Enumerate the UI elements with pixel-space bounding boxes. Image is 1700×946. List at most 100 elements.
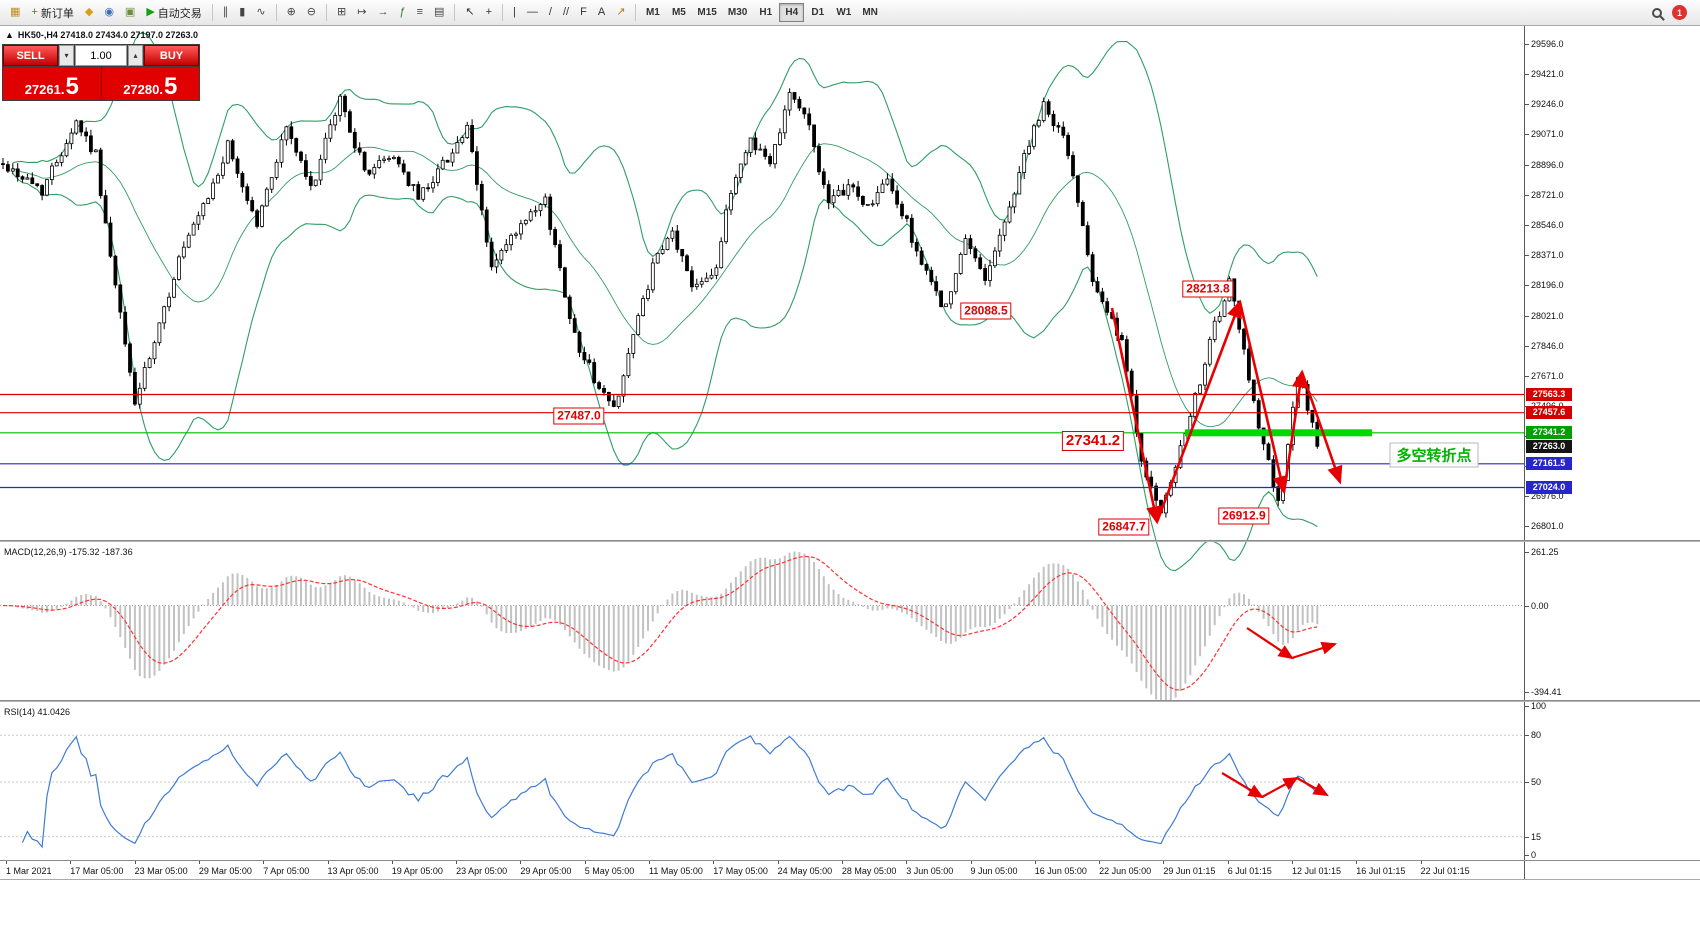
timeframe-w1-button[interactable]: W1 bbox=[836, 7, 852, 18]
volume-up-button[interactable]: ▴ bbox=[128, 45, 143, 66]
timeframe-h4-button[interactable]: H4 bbox=[779, 3, 805, 22]
notification-badge[interactable]: 1 bbox=[1672, 5, 1687, 20]
zoom-in-icon[interactable]: ⊕ bbox=[282, 2, 301, 23]
chart-window-icon[interactable]: ▦ bbox=[5, 2, 25, 23]
zoom-out-icon[interactable]: ⊖ bbox=[302, 2, 321, 23]
price-tag: 27457.6 bbox=[1526, 406, 1572, 420]
price-annotation[interactable]: 28088.5 bbox=[960, 302, 1012, 320]
price-scale-label: 28546.0 bbox=[1531, 220, 1564, 230]
candlestick-mode-icon[interactable]: ▮ bbox=[234, 2, 250, 23]
sell-button[interactable]: SELL bbox=[3, 45, 58, 66]
trendline-icon[interactable]: / bbox=[544, 2, 557, 23]
price-scale-tick bbox=[1525, 164, 1529, 166]
auto-scroll-icon[interactable]: ↦ bbox=[352, 2, 371, 23]
market-watch-icon[interactable]: ◉ bbox=[99, 2, 119, 23]
volume-input[interactable] bbox=[75, 45, 127, 66]
timeframe-group: M1 M5 M15 M30 H1 H4 D1 W1 MN bbox=[640, 3, 882, 22]
text-icon[interactable]: A bbox=[593, 2, 610, 23]
arrows-icon[interactable]: ↗ bbox=[611, 2, 630, 23]
price-annotation[interactable]: 26912.9 bbox=[1218, 507, 1270, 525]
rsi-line bbox=[21, 735, 1318, 849]
templates-icon-glyph: ▤ bbox=[434, 6, 445, 18]
zoom-out-icon-glyph: ⊖ bbox=[306, 6, 317, 18]
trend-arrows[interactable] bbox=[1110, 299, 1343, 799]
arrows-icon-glyph: ↗ bbox=[616, 6, 626, 18]
indicators-icon[interactable]: ƒ bbox=[394, 2, 410, 23]
buy-price-big-digit: 5 bbox=[163, 72, 178, 100]
time-label: 29 Apr 05:00 bbox=[520, 866, 572, 876]
objects-list-icon-glyph: ≡ bbox=[416, 6, 423, 18]
pane-separator-macd[interactable] bbox=[0, 540, 1700, 542]
timeframe-d1-button[interactable]: D1 bbox=[811, 7, 825, 18]
cursor-icon[interactable]: ↖ bbox=[460, 2, 479, 23]
sell-price-text: 27261. bbox=[24, 81, 65, 97]
time-label: 29 Jun 01:15 bbox=[1163, 866, 1216, 876]
crosshair-icon[interactable]: + bbox=[481, 2, 497, 23]
price-scale-label: 28196.0 bbox=[1531, 280, 1564, 291]
fibonacci-icon[interactable]: F bbox=[575, 2, 592, 23]
timeframe-m1-button[interactable]: M1 bbox=[645, 7, 660, 18]
trade-panel-controls: SELL ▾ ▴ BUY bbox=[3, 45, 199, 66]
sell-price[interactable]: 27261. 5 bbox=[3, 67, 102, 100]
price-scale-tick bbox=[1525, 194, 1529, 196]
time-label: 23 Mar 05:00 bbox=[134, 866, 188, 876]
price-scale-tick bbox=[1525, 134, 1529, 136]
price-scale-label: 29421.0 bbox=[1531, 69, 1564, 80]
time-label: 23 Apr 05:00 bbox=[456, 866, 508, 876]
timeframe-h1-button[interactable]: H1 bbox=[759, 7, 773, 18]
toolbar-separator bbox=[502, 4, 504, 21]
time-label: 6 Jul 01:15 bbox=[1227, 866, 1272, 876]
autotrading-button[interactable]: ▶ 自动交易 bbox=[141, 2, 206, 23]
price-scale-tick bbox=[1525, 525, 1529, 527]
price-scale-label: 27846.0 bbox=[1531, 340, 1564, 351]
price-scale[interactable]: 29596.0 29421.0 29246.0 29071.0 28896.0 28721… bbox=[1524, 26, 1700, 880]
price-annotation[interactable]: 27487.0 bbox=[553, 407, 605, 425]
data-window-icon[interactable]: ▣ bbox=[120, 2, 140, 23]
trade-panel-prices: 27261. 5 27280. 5 bbox=[3, 67, 199, 100]
timeframe-mn-button[interactable]: MN bbox=[862, 7, 878, 18]
turning-point-note[interactable]: 多空转折点 bbox=[1389, 442, 1479, 468]
metaeditor-icon[interactable]: ◆ bbox=[80, 2, 98, 23]
autotrading-button-label: 自动交易 bbox=[157, 7, 202, 20]
macd-scale-label: 261.25 bbox=[1531, 547, 1559, 557]
time-tick bbox=[70, 861, 72, 864]
time-label: 24 May 05:00 bbox=[777, 866, 833, 876]
tile-windows-icon[interactable]: ⊞ bbox=[332, 2, 351, 23]
price-scale-label: 29246.0 bbox=[1531, 99, 1564, 110]
templates-icon[interactable]: ▤ bbox=[429, 2, 449, 23]
toolbar-separator bbox=[326, 4, 328, 21]
toolbar-left-group: ▦ + 新订单 ◆ ◉ ▣ ▶ 自动交易 ∥ ▮ ∿ ⊕ ⊖ ⊞ ↦ → ƒ ≡ ▤ ↖ + | — ///F A ↗ bbox=[5, 2, 640, 23]
macd-scale-tick bbox=[1525, 552, 1529, 553]
time-label: 11 May 05:00 bbox=[649, 866, 703, 876]
bar-chart-mode-icon[interactable]: ∥ bbox=[218, 2, 234, 23]
rsi-scale-label: 100 bbox=[1531, 701, 1547, 711]
price-annotation[interactable]: 28213.8 bbox=[1182, 280, 1234, 298]
rsi-pane bbox=[0, 734, 1524, 849]
timeframe-m5-button[interactable]: M5 bbox=[671, 7, 686, 18]
line-chart-mode-icon[interactable]: ∿ bbox=[251, 2, 270, 23]
chart-shift-icon[interactable]: → bbox=[372, 2, 393, 23]
channel-icon[interactable]: // bbox=[558, 2, 574, 23]
macd-scale-label: -394.41 bbox=[1531, 687, 1562, 697]
time-label: 12 Jul 01:15 bbox=[1292, 866, 1342, 876]
symbol-info: ▲ HK50-,H4 27418.0 27434.0 27197.0 27263… bbox=[5, 30, 198, 40]
price-scale-label: 27496.0 bbox=[1531, 401, 1564, 411]
new-order-button[interactable]: + 新订单 bbox=[26, 2, 78, 23]
macd-signal-line bbox=[2, 555, 1318, 691]
buy-button[interactable]: BUY bbox=[144, 45, 199, 66]
search-icon[interactable] bbox=[1652, 7, 1662, 18]
horizontal-line-icon[interactable]: — bbox=[522, 2, 543, 23]
vertical-line-icon[interactable]: | bbox=[508, 2, 521, 23]
price-annotation[interactable]: 26847.7 bbox=[1098, 518, 1150, 536]
time-axis[interactable]: 1 Mar 2021 17 Mar 05:00 23 Mar 05:00 29 Mar… bbox=[0, 861, 1524, 879]
buy-price[interactable]: 27280. 5 bbox=[101, 67, 199, 100]
price-annotation[interactable]: 27341.2 bbox=[1061, 431, 1125, 451]
timeframe-m30-button[interactable]: M30 bbox=[727, 7, 748, 18]
price-scale-label: 28021.0 bbox=[1531, 310, 1564, 321]
timeframe-m15-button[interactable]: M15 bbox=[697, 7, 717, 18]
pane-separator-rsi[interactable] bbox=[0, 700, 1700, 702]
chart-canvas[interactable] bbox=[0, 0, 1524, 946]
rsi-scale-label: 80 bbox=[1531, 730, 1542, 741]
objects-list-icon[interactable]: ≡ bbox=[412, 2, 428, 23]
volume-down-button[interactable]: ▾ bbox=[59, 45, 74, 66]
